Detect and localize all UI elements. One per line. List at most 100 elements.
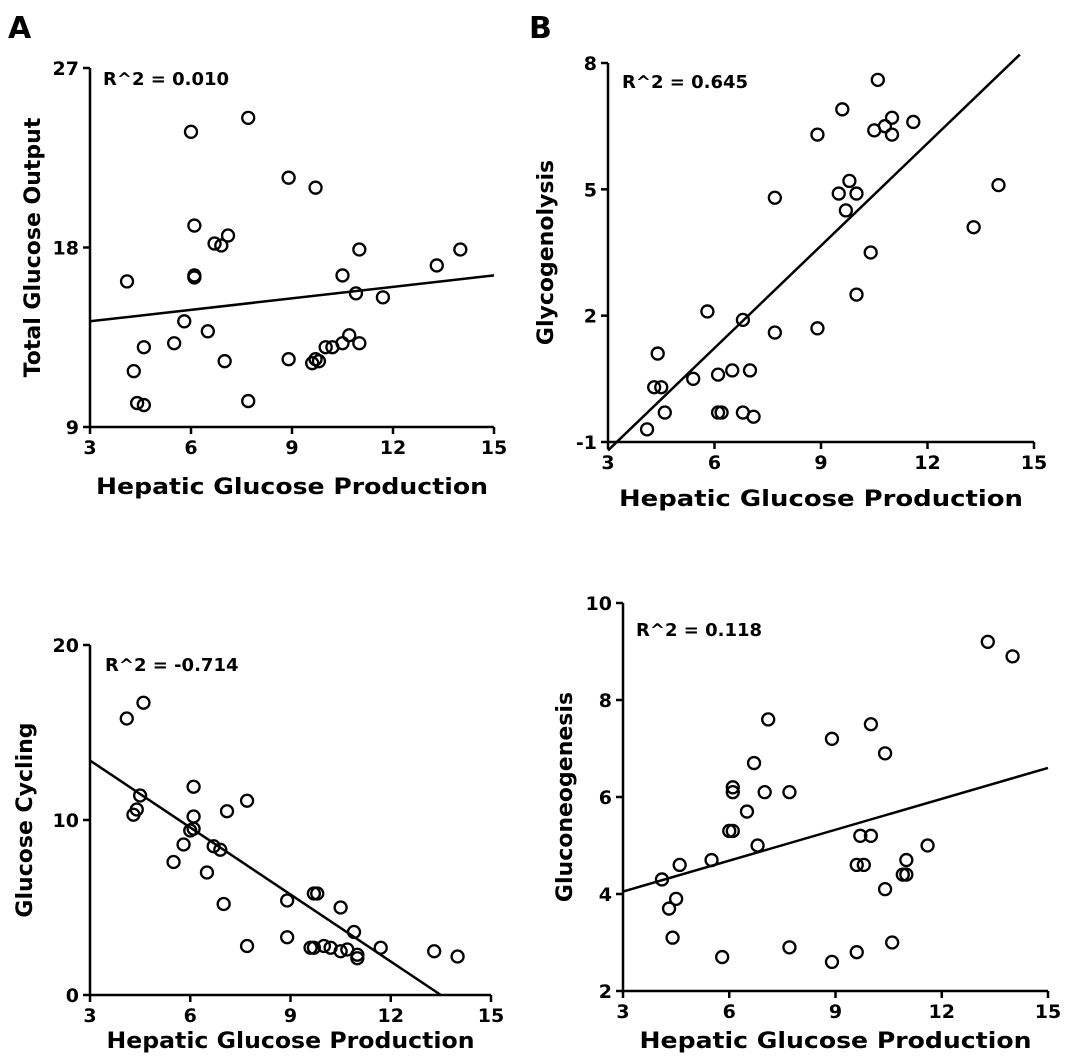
data-point (885, 935, 900, 950)
data-point (750, 838, 765, 853)
data-point (654, 872, 670, 887)
data-point (316, 938, 332, 954)
data-point (966, 220, 981, 235)
y-tick-label: 27 (53, 58, 79, 80)
data-point (906, 114, 921, 130)
y-tick-label: 10 (586, 593, 612, 615)
data-point (186, 821, 201, 836)
data-point (672, 857, 687, 873)
x-tick-label: 6 (723, 1001, 736, 1023)
data-point (187, 218, 202, 233)
data-point (348, 286, 364, 301)
data-point (219, 804, 235, 819)
data-point (280, 893, 295, 908)
data-point (856, 857, 871, 873)
data-point (126, 364, 141, 379)
x-tick-label: 9 (829, 1001, 842, 1023)
data-point (654, 380, 669, 395)
x-tick-label: 3 (601, 452, 614, 474)
data-point (739, 804, 755, 819)
y-tick-label: 6 (599, 787, 612, 809)
data-point (308, 180, 323, 195)
data-point (686, 371, 701, 386)
data-point (782, 940, 797, 955)
data-point (877, 119, 893, 134)
data-point (166, 854, 181, 870)
data-point (725, 780, 740, 795)
data-point (216, 896, 231, 912)
y-tick-label: 8 (599, 690, 612, 712)
r-squared-annotation: R^2 = -0.714 (105, 655, 239, 676)
data-point (373, 940, 388, 955)
data-point (824, 954, 840, 970)
data-point (305, 356, 320, 371)
data-point (863, 828, 879, 843)
r-squared-annotation: R^2 = 0.645 (622, 72, 748, 93)
data-point (863, 245, 878, 260)
y-axis-label: Total Glucose Output (21, 117, 46, 377)
data-point (842, 173, 857, 189)
data-point (453, 242, 468, 257)
x-tick-label: 9 (285, 437, 298, 459)
data-point (746, 409, 761, 424)
data-point (767, 190, 782, 205)
data-point (884, 127, 900, 142)
data-point (186, 809, 201, 824)
x-axis-label: Hepatic Glucose Production (96, 475, 488, 500)
data-point (241, 110, 256, 126)
data-point (639, 422, 655, 437)
y-tick-label: 4 (599, 884, 612, 906)
data-point (870, 72, 885, 87)
data-point (119, 711, 134, 726)
x-tick-label: 3 (83, 1005, 96, 1027)
data-point (342, 328, 357, 343)
data-point (199, 865, 215, 880)
data-point (214, 238, 229, 253)
y-tick-label: 2 (599, 981, 612, 1003)
data-point (657, 405, 672, 420)
data-point (920, 838, 935, 853)
data-point (350, 947, 365, 962)
data-point (217, 354, 232, 369)
data-point (849, 945, 864, 960)
data-point (767, 325, 782, 340)
y-axis-label: Gluconeogenesis (553, 692, 578, 902)
x-tick-label: 15 (478, 1005, 504, 1027)
y-tick-label: 9 (66, 417, 79, 439)
data-point (899, 852, 914, 868)
data-point (346, 924, 362, 940)
y-tick-label: 20 (53, 635, 79, 657)
data-point (136, 695, 151, 710)
data-point (239, 938, 255, 954)
regression-line (89, 759, 442, 997)
r-squared-annotation: R^2 = 0.118 (636, 620, 762, 641)
data-point (824, 731, 840, 746)
data-point (241, 393, 256, 409)
data-point (704, 852, 719, 868)
regression-line (89, 274, 495, 323)
data-point (877, 882, 893, 897)
data-point (280, 930, 295, 945)
y-tick-label: 8 (584, 53, 597, 75)
data-point (119, 274, 135, 289)
data-point (335, 268, 350, 283)
data-point (838, 203, 853, 218)
x-tick-label: 9 (284, 1005, 297, 1027)
x-axis-label: Hepatic Glucose Production (619, 487, 1023, 512)
plots: 3 6 9 12 15 9 18 27 Hepatic Glucose Production To… (13, 53, 1061, 1054)
data-point (757, 785, 772, 800)
data-point (647, 380, 662, 395)
x-tick-label: 3 (616, 1001, 629, 1023)
data-point (129, 802, 144, 817)
y-tick-label: 5 (584, 179, 597, 201)
data-point (310, 886, 325, 901)
data-point (665, 930, 680, 945)
data-point (207, 236, 222, 251)
data-point (333, 944, 348, 959)
data-point (849, 287, 864, 302)
y-tick-label: 0 (66, 985, 79, 1007)
data-point (213, 842, 228, 857)
data-point (136, 397, 152, 413)
data-point (714, 405, 729, 420)
data-point (991, 177, 1006, 193)
